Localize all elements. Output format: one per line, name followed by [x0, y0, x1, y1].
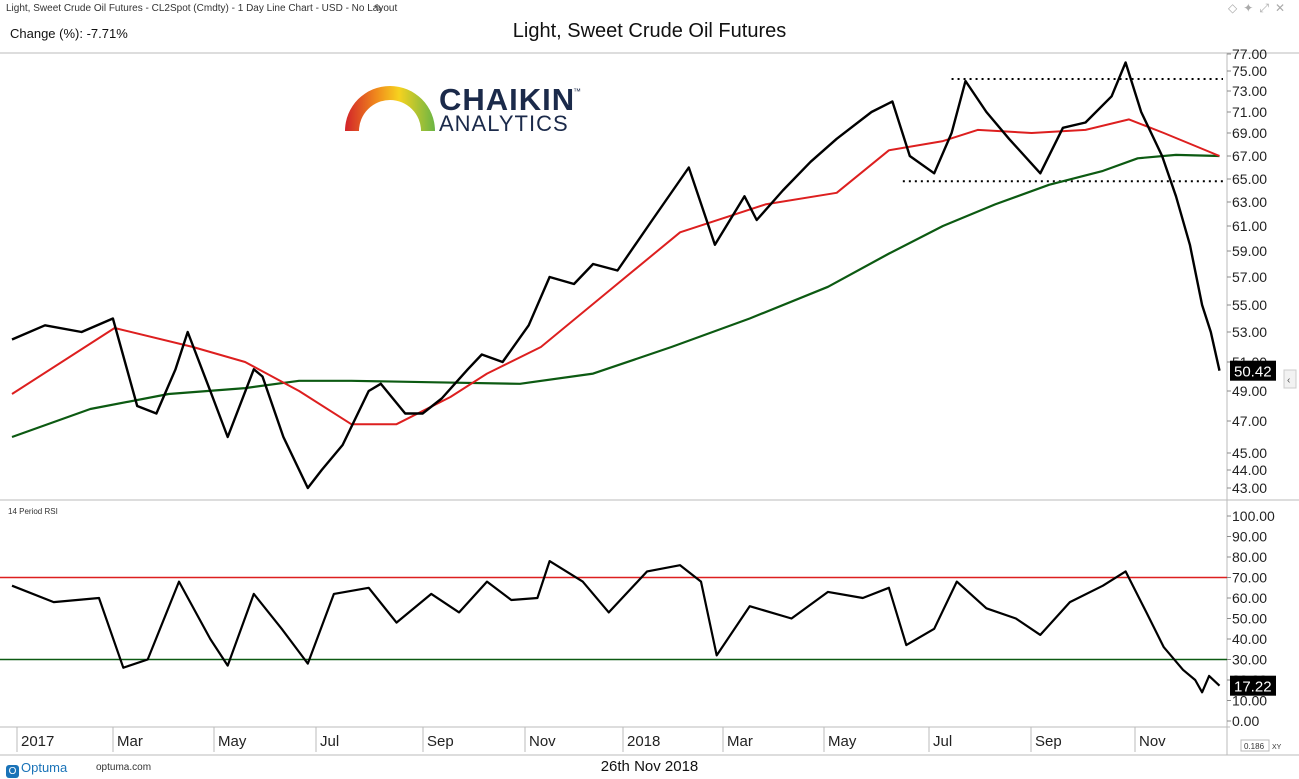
x-tick-label: 2017 [21, 733, 54, 750]
chart-canvas: CHAIKIN ™ ANALYTICS 14 Period RSI 43.00 4… [0, 46, 1299, 756]
x-tick-label: May [828, 733, 857, 750]
rsi-y-tick-label: 40.00 [1232, 631, 1267, 647]
optuma-logo[interactable]: O Optuma [6, 760, 67, 778]
rsi-last-value-badge: 17.22 [1230, 675, 1276, 696]
rsi-plot [11, 559, 1221, 694]
rsi-title: 14 Period RSI [8, 507, 58, 516]
gauge-icon [345, 86, 435, 131]
logo-line2: ANALYTICS [439, 111, 569, 136]
change-percent: Change (%): -7.71% [10, 26, 128, 41]
rsi-badge-bg [1230, 675, 1276, 696]
rsi-y-tick-label: 70.00 [1232, 570, 1267, 586]
logo-tm: ™ [573, 87, 581, 96]
price-y-tick-label: 45.00 [1232, 445, 1267, 461]
chart-description: Light, Sweet Crude Oil Futures - CL2Spot… [6, 3, 398, 14]
price-y-tick-label: 44.00 [1232, 462, 1267, 478]
x-tick-label: Nov [529, 733, 556, 750]
optuma-url[interactable]: optuma.com [96, 762, 152, 773]
price-badge-bg [1230, 360, 1276, 381]
price-y-tick-label: 63.00 [1232, 194, 1267, 210]
x-tick-label: Nov [1139, 733, 1166, 750]
svg-text:‹: ‹ [1287, 375, 1290, 386]
x-tick-label: Mar [117, 733, 143, 750]
price-badge-label: 50.42 [1234, 364, 1272, 381]
scale-box[interactable]: 0.186 XY [1240, 739, 1282, 752]
rsi-y-tick-label: 60.00 [1232, 590, 1267, 606]
x-tick-label: Sep [427, 733, 454, 750]
price-last-value-badge: 50.42 [1230, 360, 1276, 381]
rsi-y-axis: 0.0010.0020.0030.0040.0050.0060.0070.008… [1227, 508, 1275, 729]
chart-info-bar: Light, Sweet Crude Oil Futures - CL2Spot… [0, 0, 1299, 20]
price-y-tick-label: 55.00 [1232, 297, 1267, 313]
logo-line1: CHAIKIN [439, 82, 575, 117]
x-tick-label: Jul [320, 733, 339, 750]
panel-frames [0, 52, 1299, 756]
price-y-tick-label: 77.00 [1232, 46, 1267, 62]
price-plot [11, 61, 1221, 490]
x-tick-label: 2018 [627, 733, 660, 750]
rsi-y-tick-label: 30.00 [1232, 652, 1267, 668]
rsi-badge-label: 17.22 [1234, 679, 1272, 696]
ma-fast-line [11, 118, 1220, 426]
price-y-tick-label: 53.00 [1232, 324, 1267, 340]
rsi-y-tick-label: 80.00 [1232, 549, 1267, 565]
x-tick-label: Sep [1035, 733, 1062, 750]
chart-title: Light, Sweet Crude Oil Futures [512, 20, 787, 42]
price-y-tick-label: 61.00 [1232, 218, 1267, 234]
rsi-y-tick-label: 50.00 [1232, 611, 1267, 627]
price-y-tick-label: 71.00 [1232, 104, 1267, 120]
pin-icon[interactable]: ✦ [1243, 1, 1260, 15]
ma-slow-line [11, 153, 1220, 439]
rsi-line [11, 559, 1221, 694]
footer: O Optuma optuma.com 26th Nov 2018 [0, 756, 1299, 779]
pencil-icon[interactable]: ✎ [374, 3, 384, 15]
rsi-y-tick-label: 90.00 [1232, 529, 1267, 545]
x-tick-label: Mar [727, 733, 753, 750]
optuma-brand: Optuma [21, 760, 68, 775]
price-y-tick-label: 43.00 [1232, 480, 1267, 496]
scale-value: 0.186 [1244, 742, 1265, 751]
price-line [11, 61, 1221, 490]
x-tick-label: Jul [933, 733, 952, 750]
price-y-axis: 43.0044.0045.0047.0049.0051.0053.0055.00… [1227, 46, 1267, 496]
optuma-icon: O [6, 765, 19, 778]
expand-icon[interactable]: ⤢ [1259, 1, 1275, 15]
price-y-tick-label: 49.00 [1232, 383, 1267, 399]
close-icon[interactable]: ✕ [1274, 1, 1291, 15]
x-axis: 2017 Mar May Jul Sep Nov 2018 Mar May Jul Sep Nov [16, 727, 1166, 752]
price-y-tick-label: 65.00 [1232, 171, 1267, 187]
price-y-tick-label: 57.00 [1232, 269, 1267, 285]
price-y-tick-label: 73.00 [1232, 83, 1267, 99]
window-controls: ◇✦⤢✕ [1228, 1, 1291, 16]
xy-label: XY [1272, 744, 1282, 751]
x-tick-label: May [218, 733, 247, 750]
rsi-y-tick-label: 100.00 [1232, 508, 1275, 524]
panel-collapse-icon[interactable]: ‹ [1283, 369, 1297, 389]
rsi-y-tick-label: 10.00 [1232, 693, 1267, 709]
price-y-tick-label: 69.00 [1232, 125, 1267, 141]
price-y-tick-label: 47.00 [1232, 413, 1267, 429]
diamond-icon[interactable]: ◇ [1228, 1, 1244, 15]
chaikin-logo: CHAIKIN ™ ANALYTICS [345, 82, 581, 136]
rsi-y-tick-label: 0.00 [1232, 713, 1259, 729]
price-y-tick-label: 75.00 [1232, 63, 1267, 79]
rsi-level-lines [0, 576, 1227, 661]
footer-date: 26th Nov 2018 [600, 758, 699, 775]
price-y-tick-label: 59.00 [1232, 243, 1267, 259]
price-y-tick-label: 67.00 [1232, 148, 1267, 164]
